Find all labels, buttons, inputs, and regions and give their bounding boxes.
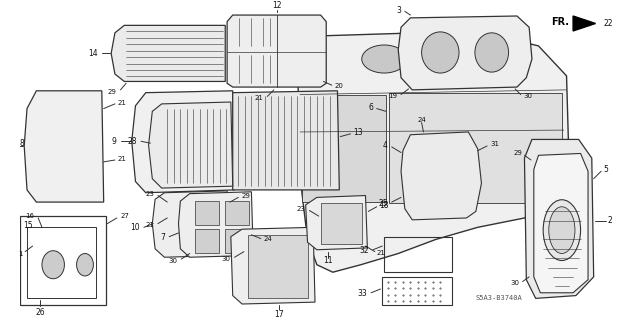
Bar (321, 203, 362, 244)
Ellipse shape (362, 45, 406, 73)
Text: 23: 23 (297, 206, 305, 212)
Text: 12: 12 (272, 1, 281, 10)
Text: 31: 31 (491, 141, 500, 147)
Polygon shape (298, 31, 569, 272)
Polygon shape (305, 196, 367, 250)
Text: 17: 17 (274, 310, 285, 319)
Text: 30: 30 (510, 280, 520, 286)
Text: 18: 18 (379, 201, 389, 210)
Polygon shape (524, 140, 594, 298)
Text: 9: 9 (112, 137, 117, 146)
Text: 33: 33 (358, 289, 367, 298)
Text: 20: 20 (334, 83, 343, 89)
Text: 3: 3 (396, 6, 401, 15)
Text: 24: 24 (417, 117, 426, 123)
Text: 1: 1 (18, 251, 22, 257)
Text: 14: 14 (88, 49, 98, 58)
Text: 25: 25 (379, 199, 388, 208)
Text: 10: 10 (131, 223, 140, 232)
Bar (20, 216, 105, 305)
Bar (248, 235, 307, 298)
Text: 29: 29 (514, 150, 522, 156)
Text: 21: 21 (118, 156, 127, 162)
Polygon shape (111, 25, 225, 82)
Text: 28: 28 (128, 137, 138, 146)
Text: 21: 21 (255, 95, 264, 101)
Ellipse shape (475, 33, 509, 72)
Text: 21: 21 (145, 221, 154, 228)
Bar (389, 93, 562, 203)
Polygon shape (24, 91, 103, 202)
Polygon shape (233, 91, 339, 190)
Polygon shape (534, 154, 588, 293)
Polygon shape (231, 227, 315, 304)
Text: 27: 27 (121, 213, 129, 219)
Polygon shape (148, 102, 233, 188)
Polygon shape (179, 192, 253, 257)
Text: 21: 21 (377, 250, 386, 256)
Text: 30: 30 (168, 258, 177, 264)
Ellipse shape (421, 44, 460, 70)
Text: 24: 24 (264, 236, 273, 243)
Text: S5A3-B3740A: S5A3-B3740A (476, 295, 522, 301)
Text: 8: 8 (20, 139, 24, 148)
Text: 13: 13 (353, 128, 363, 137)
Polygon shape (401, 132, 481, 220)
Bar (382, 277, 452, 305)
Ellipse shape (543, 200, 581, 260)
Ellipse shape (422, 32, 459, 73)
Text: 7: 7 (160, 233, 165, 242)
Text: 15: 15 (23, 221, 33, 230)
Polygon shape (152, 191, 229, 257)
Text: 21: 21 (118, 100, 127, 106)
Bar (225, 229, 249, 252)
Bar (384, 237, 452, 272)
Polygon shape (227, 15, 326, 87)
Bar (196, 229, 219, 252)
Bar (302, 94, 386, 202)
Text: 29: 29 (241, 194, 250, 199)
Ellipse shape (42, 251, 64, 279)
Bar (27, 227, 96, 298)
Text: 11: 11 (323, 256, 333, 265)
Text: 16: 16 (25, 213, 35, 219)
Text: 30: 30 (524, 93, 533, 100)
Polygon shape (573, 16, 596, 31)
Text: 22: 22 (603, 19, 613, 28)
Polygon shape (398, 16, 532, 90)
Text: 23: 23 (145, 191, 154, 197)
Text: 30: 30 (222, 256, 231, 262)
Text: 29: 29 (108, 89, 117, 95)
Text: 19: 19 (388, 93, 398, 100)
Polygon shape (132, 91, 235, 193)
Text: 2: 2 (608, 216, 613, 225)
Text: 26: 26 (35, 308, 45, 317)
Text: FR.: FR. (551, 17, 569, 27)
Text: 4: 4 (383, 140, 388, 149)
Bar (225, 201, 249, 225)
Bar (196, 201, 219, 225)
Ellipse shape (549, 207, 575, 253)
Text: 32: 32 (360, 246, 369, 255)
Text: 5: 5 (603, 165, 608, 174)
Text: 6: 6 (368, 103, 373, 112)
Ellipse shape (76, 253, 93, 276)
